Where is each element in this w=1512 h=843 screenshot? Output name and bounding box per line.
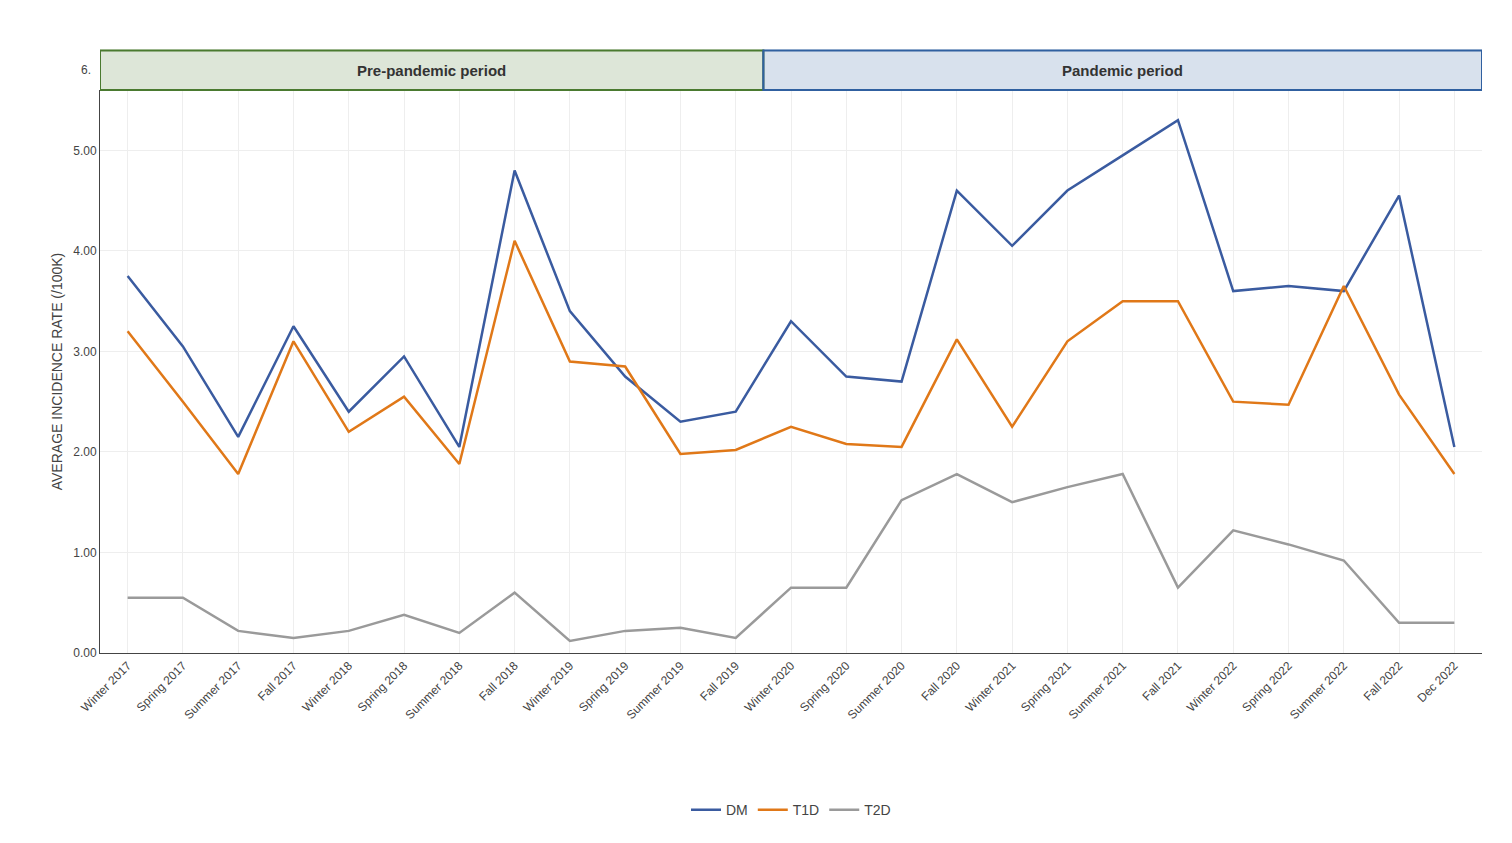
svg-text:6.: 6.	[81, 63, 91, 77]
svg-text:Winter 2020: Winter 2020	[742, 659, 798, 715]
svg-text:DM: DM	[726, 802, 748, 818]
svg-text:Summer 2022: Summer 2022	[1287, 659, 1350, 722]
svg-text:Spring 2021: Spring 2021	[1018, 659, 1074, 715]
svg-text:Fall 2017: Fall 2017	[255, 659, 300, 704]
svg-text:5.00: 5.00	[73, 144, 97, 158]
svg-text:1.00: 1.00	[73, 546, 97, 560]
svg-text:Fall 2020: Fall 2020	[918, 659, 963, 704]
svg-text:Pre-pandemic period: Pre-pandemic period	[357, 62, 506, 79]
svg-text:Summer 2017: Summer 2017	[181, 659, 244, 722]
svg-text:Fall 2019: Fall 2019	[697, 659, 742, 704]
svg-text:2.00: 2.00	[73, 445, 97, 459]
svg-text:Summer 2020: Summer 2020	[845, 659, 908, 722]
svg-text:Winter 2019: Winter 2019	[521, 659, 577, 715]
svg-text:3.00: 3.00	[73, 345, 97, 359]
svg-text:T1D: T1D	[793, 802, 819, 818]
svg-text:Winter 2022: Winter 2022	[1184, 659, 1240, 715]
svg-text:Winter 2017: Winter 2017	[78, 659, 134, 715]
svg-text:Spring 2017: Spring 2017	[134, 659, 190, 715]
svg-text:Fall 2021: Fall 2021	[1140, 659, 1185, 704]
svg-text:0.00: 0.00	[73, 646, 97, 660]
svg-text:Dec 2022: Dec 2022	[1414, 659, 1460, 705]
svg-text:Pandemic period: Pandemic period	[1062, 62, 1183, 79]
svg-text:Summer 2018: Summer 2018	[402, 659, 465, 722]
svg-text:Winter 2021: Winter 2021	[963, 659, 1019, 715]
svg-text:Spring 2018: Spring 2018	[355, 659, 411, 715]
svg-text:T2D: T2D	[864, 802, 890, 818]
svg-text:AVERAGE INCIDENCE RATE (/100K): AVERAGE INCIDENCE RATE (/100K)	[49, 253, 65, 491]
svg-text:Fall 2018: Fall 2018	[476, 659, 521, 704]
svg-text:Winter 2018: Winter 2018	[299, 659, 355, 715]
svg-text:Spring 2019: Spring 2019	[576, 659, 632, 715]
svg-text:4.00: 4.00	[73, 244, 97, 258]
svg-text:Spring 2020: Spring 2020	[797, 659, 853, 715]
svg-text:Summer 2019: Summer 2019	[624, 659, 687, 722]
svg-text:Summer 2021: Summer 2021	[1066, 659, 1129, 722]
svg-text:Spring 2022: Spring 2022	[1239, 659, 1295, 715]
svg-text:Fall 2022: Fall 2022	[1361, 659, 1406, 704]
